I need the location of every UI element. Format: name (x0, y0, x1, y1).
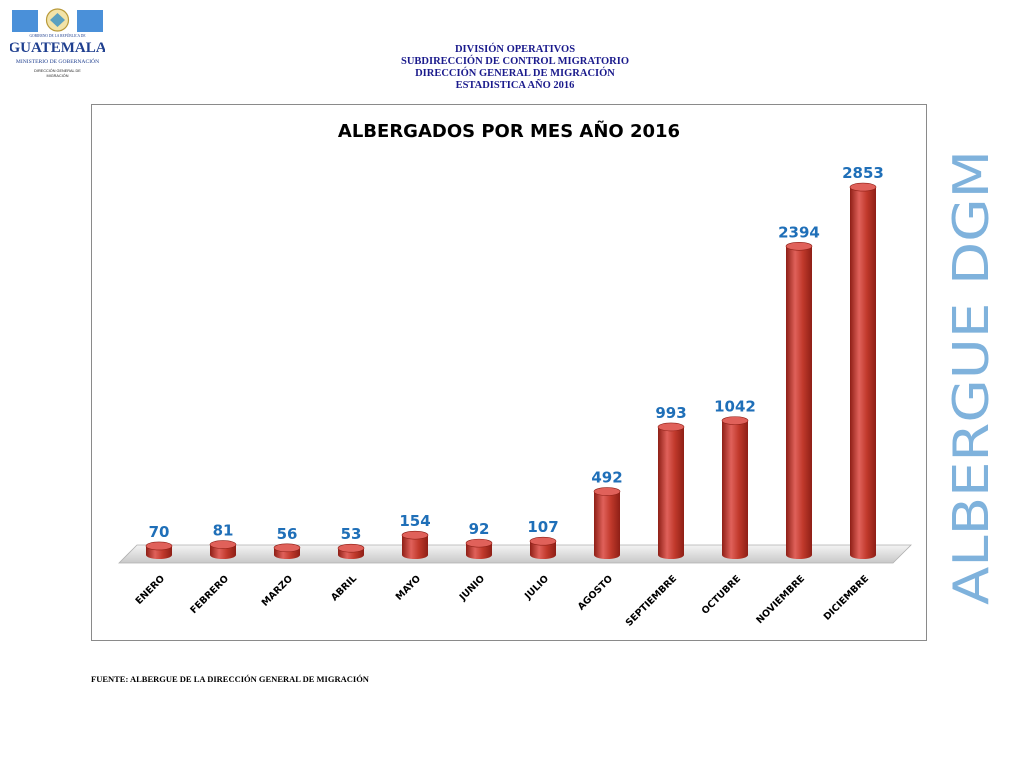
chart-bar (657, 422, 685, 559)
bar-value-label: 92 (469, 520, 490, 538)
bar-value-label: 2853 (842, 164, 884, 182)
side-label: ALBERGUE DGM (943, 150, 1000, 605)
category-label: ABRIL (329, 573, 359, 603)
header-line-1: DIVISIÓN OPERATIVOS (454, 44, 576, 55)
category-label: DICIEMBRE (822, 573, 871, 622)
category-label: MAYO (394, 573, 423, 602)
category-label: JUNIO (457, 573, 487, 603)
bar-value-label: 154 (399, 512, 430, 530)
bar-value-label: 107 (527, 518, 558, 536)
category-label: NOVIEMBRE (754, 573, 807, 626)
category-label: MARZO (260, 573, 295, 608)
chart-bar (593, 487, 621, 559)
chart-title: ALBERGADOS POR MES AÑO 2016 (337, 121, 681, 142)
chart-bar (785, 241, 813, 559)
category-label: OCTUBRE (700, 573, 743, 616)
category-label: AGOSTO (576, 573, 615, 612)
bar-value-label: 70 (149, 523, 170, 541)
bar-value-label: 492 (591, 469, 622, 487)
chart-bar (465, 538, 493, 559)
chart-floor (118, 544, 912, 564)
bar-value-label: 56 (277, 525, 298, 543)
header-line-4: ESTADISTICA AÑO 2016 (455, 80, 575, 91)
source-footer: FUENTE: ALBERGUE DE LA DIRECCIÓN GENERAL… (91, 674, 369, 684)
chart-bar (401, 530, 429, 559)
logo-direction-line2: MIGRACIÓN (47, 73, 69, 78)
report-header: DIVISIÓN OPERATIVOS SUBDIRECCIÓN DE CONT… (320, 44, 710, 92)
chart-bar (209, 540, 237, 559)
header-line-3: DIRECCIÓN GENERAL DE MIGRACIÓN (415, 68, 615, 79)
bar-value-label: 53 (341, 525, 362, 543)
bar-chart: 70 ENERO 81 FEBRERO 56 MARZO 53 ABRIL 154 MAYO 92 J… (118, 164, 912, 629)
guatemala-logo: GOBIERNO DE LA REPÚBLICA DE GUATEMALA MI… (8, 4, 107, 92)
chart-bar (849, 182, 877, 559)
bar-value-label: 2394 (778, 223, 820, 241)
logo-direction-line1: DIRECCIÓN GENERAL DE (34, 68, 81, 73)
logo-ministry-text: MINISTERIO DE GOBERNACIÓN (16, 57, 99, 65)
chart-bar (145, 541, 173, 559)
chart-bar (337, 543, 365, 559)
bar-value-label: 81 (213, 522, 234, 540)
logo-country-text: GUATEMALA (10, 40, 105, 56)
chart-bar (721, 416, 749, 559)
header-line-2: SUBDIRECCIÓN DE CONTROL MIGRATORIO (400, 56, 630, 67)
bar-value-label: 993 (655, 404, 686, 422)
category-label: SEPTIEMBRE (624, 573, 679, 628)
chart-bar (273, 543, 301, 559)
category-label: JULIO (522, 573, 551, 602)
category-label: ENERO (134, 573, 167, 606)
logo-top-text: GOBIERNO DE LA REPÚBLICA DE (29, 33, 86, 38)
bar-value-label: 1042 (714, 398, 756, 416)
side-label-text: ALBERGUE DGM (943, 150, 1000, 605)
coat-of-arms-icon: GOBIERNO DE LA REPÚBLICA DE GUATEMALA MI… (8, 8, 107, 78)
chart-bar (529, 536, 557, 559)
category-label: FEBRERO (188, 573, 231, 616)
chart-container: ALBERGADOS POR MES AÑO 2016 70 ENERO 81 FEB… (91, 104, 927, 641)
